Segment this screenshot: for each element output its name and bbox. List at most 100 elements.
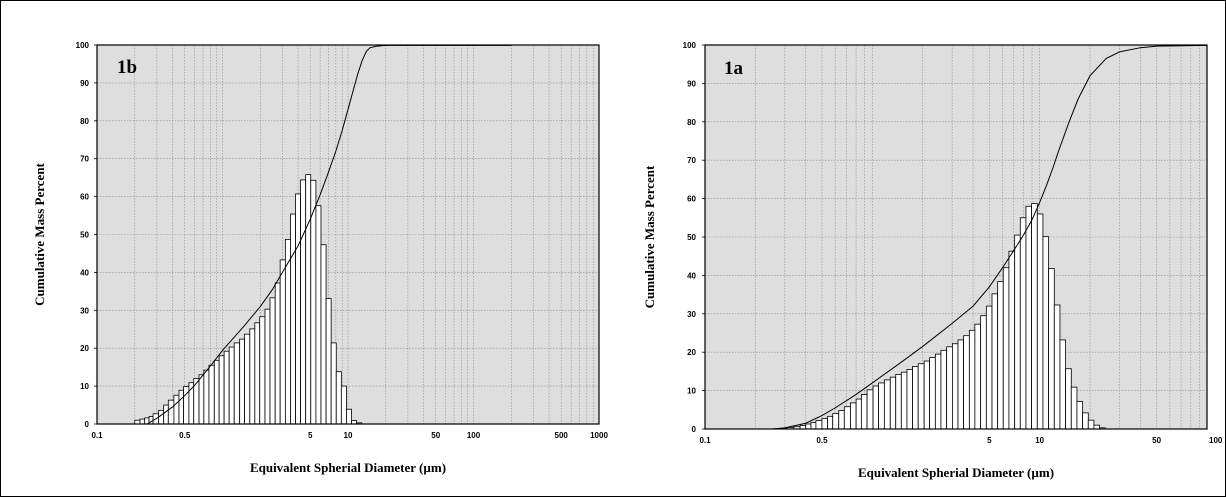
histogram-bar — [240, 339, 245, 424]
histogram-bar — [952, 344, 958, 429]
histogram-bar — [316, 206, 321, 424]
histogram-bar — [296, 194, 301, 424]
histogram-bar — [290, 214, 295, 424]
x-axis-label: Equivalent Spherial Diameter (µm) — [858, 465, 1054, 480]
y-tick-label: 20 — [80, 344, 89, 353]
panel-label: 1a — [724, 58, 744, 79]
histogram-bar — [1009, 251, 1015, 429]
y-tick-label: 90 — [687, 79, 696, 88]
histogram-bar — [964, 336, 970, 429]
histogram-bar — [935, 354, 941, 429]
x-tick-label: 5 — [987, 436, 992, 445]
histogram-bar — [941, 350, 947, 429]
histogram-bar — [179, 390, 184, 424]
histogram-bar — [930, 358, 936, 429]
histogram-bar — [839, 411, 845, 429]
histogram-bar — [1032, 204, 1038, 429]
histogram-bar — [219, 356, 224, 424]
x-tick-label: 1000 — [590, 431, 608, 440]
y-tick-label: 40 — [687, 271, 696, 280]
histogram-bar — [341, 386, 346, 424]
y-tick-label: 50 — [687, 233, 696, 242]
panel-label: 1b — [117, 57, 137, 78]
histogram-bar — [199, 375, 204, 424]
x-tick-label: 0.1 — [699, 436, 711, 445]
histogram-bar — [270, 298, 275, 424]
x-tick-label: 500 — [555, 431, 569, 440]
histogram-bar — [1049, 268, 1055, 429]
histogram-bar — [245, 334, 250, 424]
x-tick-label: 10 — [1035, 436, 1044, 445]
histogram-bar — [850, 403, 856, 429]
histogram-bar — [336, 372, 341, 424]
y-tick-label: 0 — [692, 425, 697, 434]
histogram-bar — [140, 419, 145, 424]
histogram-bar — [907, 369, 913, 429]
x-axis-label: Equivalent Spherial Diameter (µm) — [250, 460, 446, 475]
histogram-bar — [811, 422, 816, 429]
histogram-bar — [285, 239, 290, 424]
histogram-bar — [250, 329, 255, 424]
y-axis-label: Cumulative Mass Percent — [32, 162, 47, 305]
histogram-bar — [214, 360, 219, 424]
histogram-bar — [806, 424, 811, 429]
histogram-bar — [331, 343, 336, 424]
histogram-bar — [918, 364, 924, 429]
y-axis-label: Cumulative Mass Percent — [642, 165, 657, 308]
y-tick-label: 90 — [80, 79, 89, 88]
histogram-bar — [275, 283, 280, 424]
histogram-bar — [255, 323, 260, 424]
y-tick-label: 60 — [687, 195, 696, 204]
y-tick-label: 30 — [80, 306, 89, 315]
histogram-bar — [856, 399, 861, 429]
histogram-bar — [321, 245, 326, 424]
histogram-bar — [896, 374, 902, 429]
x-tick-label: 50 — [1152, 436, 1161, 445]
y-tick-label: 30 — [687, 310, 696, 319]
x-tick-label: 0.5 — [179, 431, 191, 440]
histogram-bar — [326, 299, 331, 424]
y-tick-label: 10 — [80, 382, 89, 391]
histogram-bar — [168, 400, 174, 424]
histogram-bar — [1037, 214, 1043, 429]
histogram-bar — [861, 394, 867, 429]
histogram-bar — [947, 347, 953, 429]
y-tick-label: 80 — [80, 117, 89, 126]
histogram-bar — [924, 361, 929, 429]
histogram-bar — [1015, 235, 1021, 429]
histogram-bar — [998, 282, 1004, 429]
histogram-bar — [306, 175, 311, 424]
histogram-bar — [234, 343, 239, 424]
histogram-bar — [209, 365, 214, 424]
histogram-bar — [867, 390, 873, 429]
histogram-bar — [884, 380, 890, 429]
y-tick-label: 100 — [76, 41, 90, 50]
x-tick-label: 50 — [431, 431, 440, 440]
histogram-bar — [992, 294, 998, 429]
histogram-bar — [260, 317, 265, 424]
histogram-bar — [174, 395, 179, 424]
x-tick-label: 0.1 — [91, 431, 103, 440]
histogram-bar — [1054, 305, 1060, 429]
x-tick-label: 100 — [467, 431, 481, 440]
y-tick-label: 20 — [687, 348, 696, 357]
y-tick-label: 50 — [80, 231, 89, 240]
histogram-bar — [986, 306, 992, 429]
histogram-bar — [828, 416, 833, 429]
histogram-bar — [229, 347, 234, 424]
histogram-bar — [1077, 401, 1083, 429]
y-tick-label: 10 — [687, 387, 696, 396]
histogram-bar — [346, 409, 351, 424]
histogram-bar — [816, 421, 822, 429]
y-tick-label: 70 — [687, 156, 696, 165]
histogram-bar — [981, 316, 987, 429]
y-tick-label: 0 — [85, 420, 90, 429]
histogram-bar — [301, 180, 306, 424]
histogram-bar — [1071, 387, 1077, 429]
histogram-bar — [975, 324, 981, 429]
x-tick-label: 100 — [1209, 436, 1223, 445]
